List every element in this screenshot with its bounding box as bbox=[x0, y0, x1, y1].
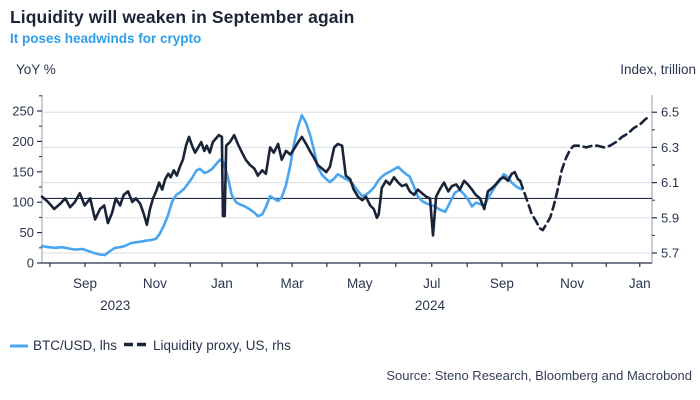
left-axis-tick-label: 50 bbox=[20, 225, 34, 240]
x-axis-month-label: May bbox=[347, 276, 373, 291]
x-axis-month-label: Nov bbox=[143, 276, 167, 291]
right-axis-tick-label: 6.1 bbox=[661, 175, 679, 190]
x-axis-year-label: 2023 bbox=[100, 298, 130, 313]
legend-label-liquidity: Liquidity proxy, US, rhs bbox=[153, 338, 291, 353]
dashed-line-icon bbox=[124, 342, 149, 346]
x-axis-month-label: Jan bbox=[211, 276, 233, 291]
legend-item-liquidity: Liquidity proxy, US, rhs bbox=[123, 338, 291, 353]
series-liquidity bbox=[40, 133, 522, 237]
left-axis-unit-label: YoY % bbox=[16, 62, 56, 77]
page-title: Liquidity will weaken in September again bbox=[10, 7, 355, 27]
left-axis-tick-label: 0 bbox=[27, 256, 34, 271]
solid-line-icon bbox=[10, 344, 28, 347]
right-axis-unit-label: Index, trillion bbox=[620, 62, 696, 77]
page-subtitle: It poses headwinds for crypto bbox=[10, 31, 202, 46]
source-note: Source: Steno Research, Bloomberg and Ma… bbox=[386, 368, 692, 383]
right-axis-tick-label: 6.5 bbox=[661, 105, 679, 120]
x-axis-month-label: Sep bbox=[73, 276, 97, 291]
x-axis-year-label: 2024 bbox=[415, 298, 446, 313]
left-axis-tick-label: 150 bbox=[12, 164, 34, 179]
left-axis-tick-label: 100 bbox=[12, 195, 34, 210]
x-axis-month-label: Jul bbox=[423, 276, 440, 291]
x-axis-month-label: Mar bbox=[280, 276, 304, 291]
x-axis-month-label: Jan bbox=[629, 276, 651, 291]
left-axis-tick-label: 200 bbox=[12, 134, 34, 149]
right-axis-tick-label: 5.7 bbox=[661, 245, 679, 260]
right-axis-tick-label: 5.9 bbox=[661, 210, 679, 225]
x-axis-month-label: Sep bbox=[490, 276, 514, 291]
legend-item-btc: BTC/USD, lhs bbox=[9, 338, 117, 353]
legend-label-btc: BTC/USD, lhs bbox=[33, 338, 118, 353]
series-liquidity-forecast bbox=[518, 114, 652, 232]
left-axis-tick-label: 250 bbox=[12, 103, 34, 118]
right-axis-tick-label: 6.3 bbox=[661, 140, 679, 155]
series-btc bbox=[40, 113, 524, 257]
x-axis-month-label: Nov bbox=[560, 276, 584, 291]
chart-legend: BTC/USD, lhs Liquidity proxy, US, rhs bbox=[9, 338, 291, 353]
